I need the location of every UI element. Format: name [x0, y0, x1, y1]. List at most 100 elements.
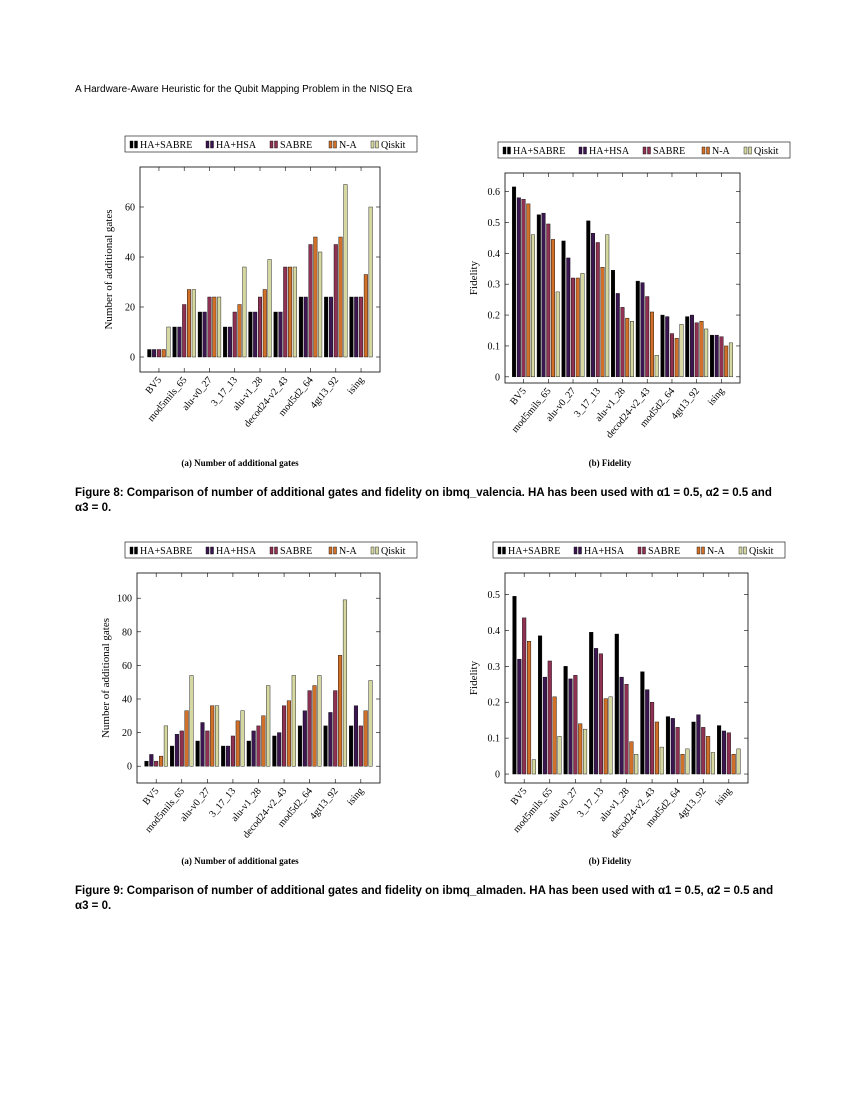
legend-swatch-0: [129, 140, 138, 149]
bar-qiskit-7: [704, 328, 709, 378]
bar-n-a-3: [235, 720, 240, 767]
bar-qiskit-8: [728, 342, 733, 378]
bar-ha-hsa-4: [619, 676, 624, 775]
bar-qiskit-3: [240, 710, 245, 767]
bar-sabre-5: [645, 296, 650, 378]
bar-ha-sabre-8: [349, 725, 354, 767]
bar-sabre-4: [624, 684, 629, 775]
legend-label: Qiskit: [749, 546, 774, 557]
bar-sabre-8: [359, 296, 364, 358]
legend-swatch-3: [701, 146, 710, 155]
y-tick-label: 0.2: [488, 698, 501, 709]
y-tick-label: 0.6: [488, 187, 501, 198]
y-tick-label: 0.4: [488, 626, 501, 637]
legend-label: N-A: [712, 146, 731, 157]
bar-n-a-5: [286, 700, 291, 767]
bar-sabre-5: [282, 705, 287, 767]
bar-n-a-3: [600, 266, 605, 378]
bar-sabre-8: [358, 725, 363, 767]
bar-ha-hsa-3: [226, 745, 231, 767]
bar-sabre-7: [333, 244, 338, 358]
bar-ha-hsa-4: [253, 311, 258, 358]
bar-ha-sabre-8: [717, 725, 722, 775]
bar-qiskit-4: [267, 259, 272, 358]
bar-ha-hsa-3: [227, 326, 232, 358]
bar-n-a-3: [603, 698, 608, 775]
legend-label: HA+HSA: [216, 546, 257, 557]
bar-sabre-4: [257, 296, 263, 358]
legend-swatch-0: [497, 546, 506, 555]
bar-ha-sabre-6: [665, 716, 670, 775]
bar-ha-sabre-4: [246, 740, 251, 767]
y-tick-label: 20: [122, 728, 132, 739]
legend-label: Qiskit: [381, 546, 406, 557]
legend-label: HA+HSA: [589, 146, 630, 157]
bar-n-a-7: [699, 321, 704, 378]
legend: HA+SABRE HA+HSA SABRE N-A Qiskit: [497, 141, 791, 159]
bar-n-a-1: [552, 696, 557, 775]
legend-label: HA+HSA: [584, 546, 625, 557]
bar-ha-hsa-6: [665, 316, 670, 378]
y-tick-label: 0.5: [488, 590, 501, 601]
chart-valencia-fidelity: HA+SABRE HA+HSA SABRE N-A Qiskit 0 0.1 0.2 0.3 0.…: [468, 141, 791, 441]
bar-ha-hsa-1: [177, 326, 182, 358]
bar-qiskit-5: [659, 746, 664, 775]
bar-ha-sabre-1: [170, 745, 175, 767]
bar-ha-hsa-2: [566, 257, 571, 378]
y-axis-label: Number of additional gates: [103, 209, 115, 329]
legend-label: SABRE: [648, 546, 680, 557]
bar-ha-sabre-0: [512, 596, 517, 775]
bar-ha-hsa-4: [615, 293, 620, 378]
bar-ha-hsa-6: [670, 718, 675, 775]
bar-ha-hsa-8: [721, 730, 726, 775]
bar-ha-sabre-2: [197, 311, 202, 358]
bar-n-a-2: [212, 296, 217, 358]
bar-ha-sabre-3: [589, 632, 594, 775]
bar-qiskit-3: [605, 234, 610, 378]
bar-sabre-7: [701, 727, 706, 775]
legend-swatch-2: [642, 146, 651, 155]
legend-swatch-2: [269, 546, 278, 555]
bar-n-a-7: [706, 736, 711, 775]
bar-n-a-8: [731, 754, 736, 775]
legend-label: SABRE: [653, 146, 685, 157]
x-tick-label: ising: [345, 375, 366, 397]
bar-ha-sabre-4: [614, 633, 619, 775]
bar-ha-sabre-7: [324, 296, 329, 358]
legend-swatch-4: [743, 146, 752, 155]
bar-n-a-6: [680, 754, 685, 775]
legend-label: HA+SABRE: [140, 140, 192, 151]
bar-sabre-2: [573, 675, 578, 775]
bar-n-a-1: [187, 289, 192, 358]
x-tick-label: BV5: [141, 786, 162, 808]
legend-swatch-0: [502, 146, 511, 155]
bar-sabre-2: [207, 296, 212, 358]
bar-ha-sabre-3: [221, 745, 226, 767]
y-axis-label: Number of additional gates: [100, 618, 112, 738]
bar-sabre-0: [154, 760, 159, 767]
bar-sabre-3: [595, 242, 600, 378]
bar-n-a-0: [159, 755, 164, 767]
y-tick-label: 40: [125, 253, 135, 264]
legend-swatch-1: [205, 140, 214, 149]
bar-sabre-5: [283, 266, 288, 358]
bar-ha-sabre-8: [710, 334, 714, 378]
bar-qiskit-7: [710, 752, 715, 775]
legend-swatch-4: [738, 546, 747, 555]
chart-almaden-fidelity: HA+SABRE HA+HSA SABRE N-A Qiskit 0 0.1 0.2 0.3 0.…: [468, 541, 786, 841]
bar-sabre-7: [694, 322, 699, 378]
legend-label: HA+HSA: [216, 140, 257, 151]
bar-ha-sabre-2: [561, 240, 566, 378]
bar-qiskit-1: [191, 289, 196, 358]
bar-sabre-4: [620, 307, 625, 378]
y-tick-label: 60: [125, 203, 135, 214]
bar-sabre-6: [307, 690, 312, 767]
y-axis-label: Fidelity: [468, 660, 480, 695]
running-header: A Hardware-Aware Heuristic for the Qubit…: [75, 84, 413, 95]
bar-qiskit-7: [342, 599, 347, 767]
bar-qiskit-5: [291, 675, 296, 767]
bar-n-a-5: [654, 721, 659, 775]
bar-ha-sabre-7: [685, 316, 690, 378]
legend-label: HA+SABRE: [513, 146, 565, 157]
bar-ha-sabre-0: [144, 760, 149, 767]
